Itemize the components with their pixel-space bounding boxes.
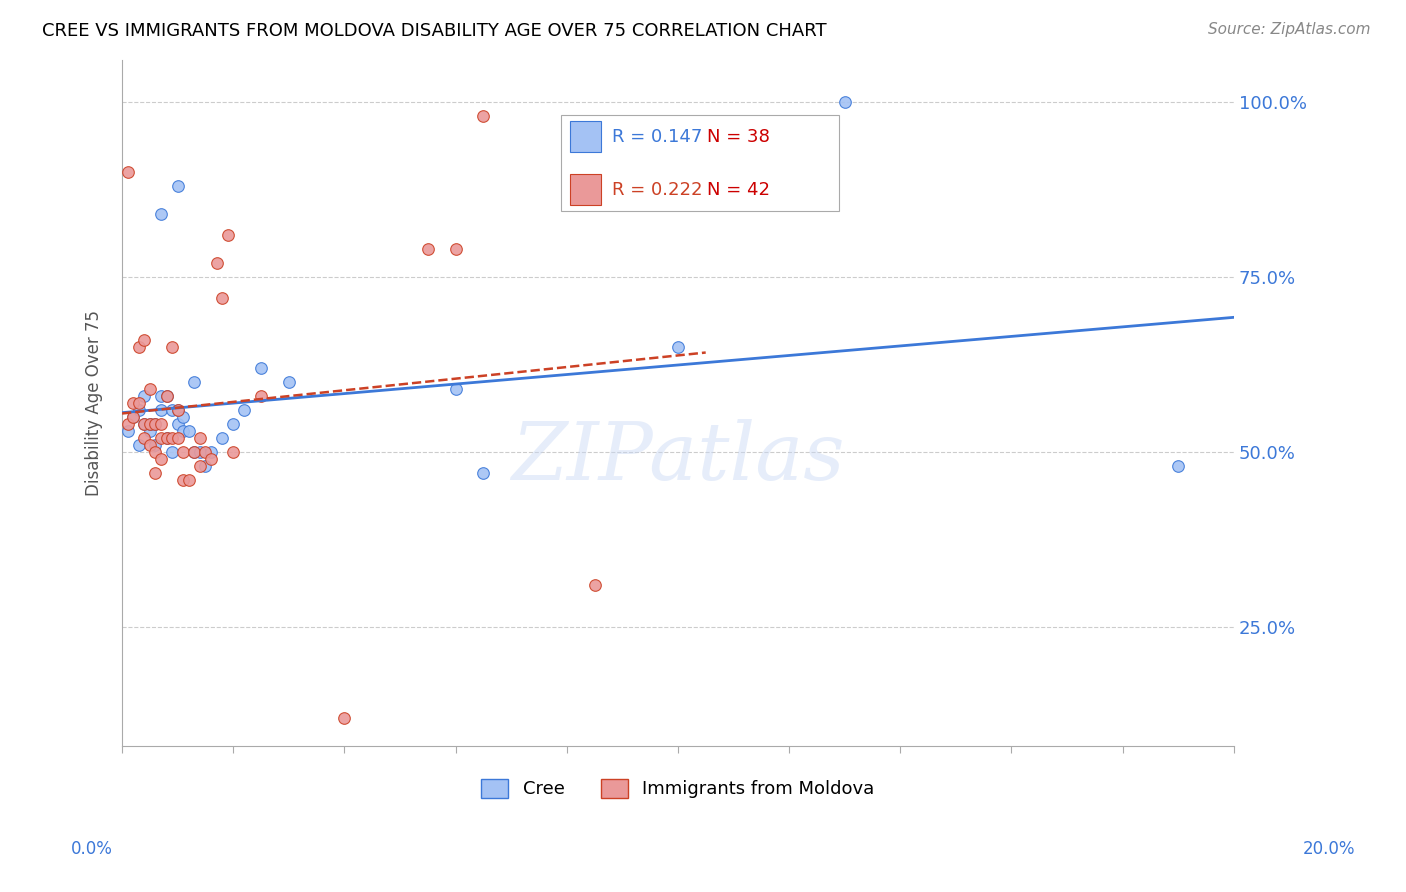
Point bbox=[145, 438, 167, 452]
Point bbox=[188, 445, 211, 459]
Point bbox=[583, 578, 606, 592]
Text: N = 38: N = 38 bbox=[707, 128, 769, 145]
Point bbox=[172, 424, 194, 438]
Point bbox=[205, 256, 228, 270]
Point bbox=[194, 445, 217, 459]
Y-axis label: Disability Age Over 75: Disability Age Over 75 bbox=[86, 310, 103, 496]
Point bbox=[172, 409, 194, 424]
Point bbox=[188, 458, 211, 473]
Point bbox=[122, 396, 145, 410]
Point bbox=[472, 466, 495, 480]
Point bbox=[160, 445, 183, 459]
Point bbox=[333, 711, 356, 725]
Point bbox=[128, 402, 150, 417]
Point bbox=[155, 389, 177, 403]
Point bbox=[134, 389, 156, 403]
Point bbox=[149, 431, 172, 445]
Point bbox=[149, 417, 172, 431]
Point bbox=[183, 375, 205, 389]
Point bbox=[166, 431, 188, 445]
Point bbox=[139, 424, 162, 438]
Point bbox=[160, 402, 183, 417]
Point bbox=[172, 445, 194, 459]
Point bbox=[1167, 458, 1189, 473]
Point bbox=[166, 402, 188, 417]
Point bbox=[149, 207, 172, 221]
Point bbox=[149, 451, 172, 466]
Point bbox=[134, 431, 156, 445]
Point bbox=[177, 473, 200, 487]
Point bbox=[117, 164, 139, 178]
Point bbox=[183, 445, 205, 459]
Point bbox=[145, 417, 167, 431]
Point bbox=[149, 389, 172, 403]
Point bbox=[211, 291, 233, 305]
Point bbox=[160, 431, 183, 445]
Point bbox=[128, 438, 150, 452]
Legend: Cree, Immigrants from Moldova: Cree, Immigrants from Moldova bbox=[474, 772, 882, 805]
Text: Source: ZipAtlas.com: Source: ZipAtlas.com bbox=[1208, 22, 1371, 37]
Point bbox=[183, 445, 205, 459]
Point bbox=[166, 178, 188, 193]
Point bbox=[250, 389, 273, 403]
Text: R = 0.147: R = 0.147 bbox=[613, 128, 703, 145]
Point bbox=[160, 340, 183, 354]
Point bbox=[166, 417, 188, 431]
Point bbox=[277, 375, 299, 389]
Point bbox=[166, 402, 188, 417]
Point bbox=[233, 402, 256, 417]
Point bbox=[139, 382, 162, 396]
Point bbox=[149, 402, 172, 417]
Point bbox=[122, 409, 145, 424]
Point bbox=[155, 389, 177, 403]
Text: 20.0%: 20.0% bbox=[1302, 840, 1355, 858]
FancyBboxPatch shape bbox=[569, 174, 602, 205]
Point bbox=[200, 445, 222, 459]
Point bbox=[145, 445, 167, 459]
Point bbox=[217, 227, 239, 242]
Point bbox=[444, 242, 467, 256]
Point bbox=[194, 458, 217, 473]
Point bbox=[122, 409, 145, 424]
Point bbox=[145, 417, 167, 431]
Point bbox=[416, 242, 439, 256]
Point bbox=[472, 109, 495, 123]
Text: ZIPatlas: ZIPatlas bbox=[512, 419, 845, 497]
Point bbox=[117, 417, 139, 431]
Text: 0.0%: 0.0% bbox=[70, 840, 112, 858]
Text: R = 0.222: R = 0.222 bbox=[613, 181, 703, 199]
Point bbox=[834, 95, 856, 109]
Point bbox=[128, 340, 150, 354]
Point bbox=[139, 417, 162, 431]
Point bbox=[134, 417, 156, 431]
Text: N = 42: N = 42 bbox=[707, 181, 770, 199]
Point bbox=[139, 438, 162, 452]
FancyBboxPatch shape bbox=[561, 114, 839, 211]
Point bbox=[222, 417, 245, 431]
Point bbox=[117, 424, 139, 438]
Text: CREE VS IMMIGRANTS FROM MOLDOVA DISABILITY AGE OVER 75 CORRELATION CHART: CREE VS IMMIGRANTS FROM MOLDOVA DISABILI… bbox=[42, 22, 827, 40]
FancyBboxPatch shape bbox=[569, 121, 602, 153]
Point bbox=[177, 424, 200, 438]
Point bbox=[211, 431, 233, 445]
Point bbox=[145, 466, 167, 480]
Point bbox=[666, 340, 689, 354]
Point bbox=[444, 382, 467, 396]
Point bbox=[139, 417, 162, 431]
Point bbox=[250, 360, 273, 375]
Point bbox=[222, 445, 245, 459]
Point bbox=[134, 417, 156, 431]
Point bbox=[155, 431, 177, 445]
Point bbox=[172, 473, 194, 487]
Point bbox=[134, 333, 156, 347]
Point bbox=[200, 451, 222, 466]
Point bbox=[155, 431, 177, 445]
Point bbox=[128, 396, 150, 410]
Point bbox=[188, 431, 211, 445]
